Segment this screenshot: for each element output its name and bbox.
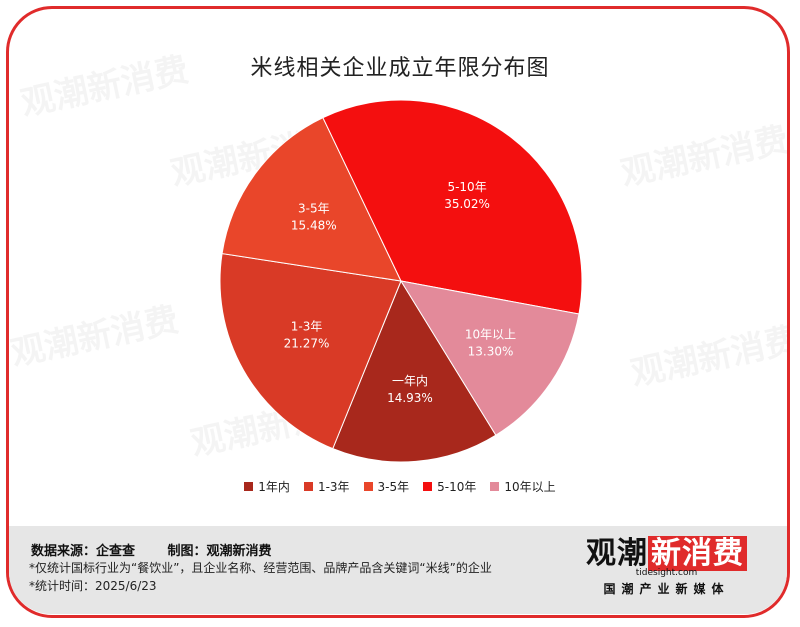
legend-label: 10年以上 (504, 480, 556, 494)
legend-item: 5-10年 (423, 478, 476, 495)
legend-item: 10年以上 (490, 478, 556, 495)
footnote: *仅统计国标行业为“餐饮业”，且企业名称、经营范围、品牌产品含关键词“米线”的企… (29, 561, 492, 575)
logo-part1: 观潮 (586, 536, 648, 571)
pie-slice (399, 280, 580, 436)
legend-label: 1年内 (258, 480, 290, 494)
slice-name-label: 1-3年 (291, 320, 323, 334)
footer: 数据来源：企查查 制图：观潮新消费 *仅统计国标行业为“餐饮业”，且企业名称、经… (9, 526, 787, 614)
source-line: 数据来源：企查查 制图：观潮新消费 (31, 540, 272, 559)
legend-swatch (244, 482, 254, 491)
pie-slice (322, 99, 583, 315)
slice-name-label: 3-5年 (298, 201, 330, 215)
made-by: 制图：观潮新消费 (167, 544, 272, 559)
logo-part2: 新消费 (648, 536, 747, 571)
legend-swatch (490, 482, 500, 491)
legend-label: 3-5年 (377, 480, 410, 494)
slice-value-label: 15.48% (291, 218, 337, 232)
chart-title: 米线相关企业成立年限分布图 (250, 56, 550, 81)
pie-slice (332, 279, 497, 463)
slice-name-label: 一年内 (392, 374, 428, 388)
legend-swatch (423, 482, 433, 491)
logo-subtitle: 国潮产业新媒体 (603, 582, 730, 596)
legend: 1年内 1-3年 3-5年 5-10年 10年以上 (0, 478, 800, 495)
pie-slice (219, 252, 402, 450)
slice-value-label: 21.27% (284, 337, 330, 351)
legend-item: 1年内 (244, 478, 290, 495)
slice-name-label: 10年以上 (465, 327, 516, 341)
legend-label: 5-10年 (437, 480, 477, 494)
legend-swatch (303, 482, 313, 491)
slice-name-label: 5-10年 (447, 180, 486, 194)
legend-item: 1-3年 (303, 478, 350, 495)
brand-logo: 观潮 新消费 tidesight.com 国潮产业新媒体 (586, 536, 747, 597)
legend-item: 3-5年 (363, 478, 410, 495)
pie-slice (221, 117, 402, 282)
footnote-date: *统计时间：2025/6/23 (29, 579, 157, 593)
slice-value-label: 14.93% (387, 391, 433, 405)
slice-value-label: 13.30% (468, 344, 514, 358)
data-source: 数据来源：企查查 (31, 544, 136, 559)
legend-swatch (363, 482, 373, 491)
logo-site: tidesight.com (635, 568, 698, 578)
slice-value-label: 35.02% (444, 197, 490, 211)
legend-label: 1-3年 (317, 480, 350, 494)
logo-wordmark: 观潮 新消费 (586, 536, 747, 571)
